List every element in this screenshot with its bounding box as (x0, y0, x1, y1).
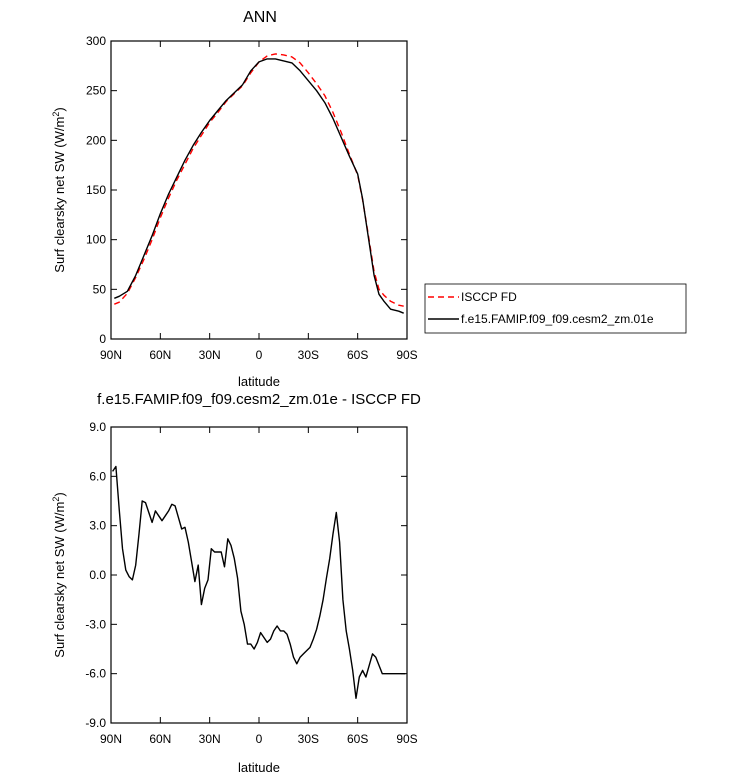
legend-box (424, 283, 687, 334)
bottom-series-lines (112, 465, 406, 699)
bottom-x-tick-label: 0 (256, 732, 263, 746)
bottom-y-tick-label: -6.0 (85, 667, 106, 681)
top-plot-frame (110, 40, 408, 340)
top-x-tick-label: 0 (256, 348, 263, 362)
top-y-axis-ticks: 0 50 100 150 200 250 300 (86, 34, 407, 346)
top-y-tick-label: 50 (93, 282, 107, 296)
bottom-y-axis-ticks: -9.0 -6.0 -3.0 0.0 3.0 6.0 9.0 (85, 420, 407, 730)
top-y-tick-label: 300 (86, 34, 106, 48)
top-legend: ISCCP FD f.e15.FAMIP.f09_f09.cesm2_zm.01… (424, 283, 687, 334)
bottom-y-axis-label: Surf clearsky net SW (W/m2) (51, 492, 67, 657)
top-series-line-model (114, 58, 404, 314)
bottom-plot-frame (110, 426, 408, 724)
top-series-lines (114, 53, 404, 314)
bottom-panel: f.e15.FAMIP.f09_f09.cesm2_zm.01e - ISCCP… (51, 391, 421, 775)
top-y-tick-label: 100 (86, 233, 106, 247)
legend-label-isccp: ISCCP FD (461, 290, 517, 304)
bottom-x-tick-label: 90N (100, 732, 122, 746)
bottom-chart-title: f.e15.FAMIP.f09_f09.cesm2_zm.01e - ISCCP… (97, 391, 421, 408)
legend-label-model: f.e15.FAMIP.f09_f09.cesm2_zm.01e (461, 312, 654, 326)
bottom-y-tick-label: 9.0 (89, 420, 106, 434)
top-x-tick-label: 30N (199, 348, 221, 362)
top-x-axis-ticks: 90N 60N 30N 0 30S 60S 90S (100, 41, 418, 362)
bottom-x-tick-label: 30N (199, 732, 221, 746)
bottom-x-axis-label: latitude (238, 760, 280, 775)
top-series-line-isccp-fd (114, 53, 404, 307)
top-chart-title: ANN (243, 9, 277, 26)
bottom-y-tick-label: -3.0 (85, 617, 106, 631)
bottom-series-line-model (112, 465, 406, 699)
top-y-tick-label: 200 (86, 133, 106, 147)
top-x-tick-label: 90N (100, 348, 122, 362)
top-x-axis-label: latitude (238, 374, 280, 389)
top-y-tick-label: 150 (86, 183, 106, 197)
top-x-tick-label: 30S (298, 348, 319, 362)
bottom-y-tick-label: 3.0 (89, 519, 106, 533)
bottom-y-tick-label: -9.0 (85, 716, 106, 730)
bottom-x-tick-label: 60S (347, 732, 368, 746)
top-y-axis-label: Surf clearsky net SW (W/m2) (51, 107, 67, 272)
top-x-tick-label: 90S (396, 348, 417, 362)
top-y-tick-label: 250 (86, 84, 106, 98)
bottom-y-tick-label: 6.0 (89, 469, 106, 483)
top-y-tick-label: 0 (99, 332, 106, 346)
bottom-x-tick-label: 60N (149, 732, 171, 746)
bottom-x-tick-label: 30S (298, 732, 319, 746)
top-x-tick-label: 60N (149, 348, 171, 362)
top-x-tick-label: 60S (347, 348, 368, 362)
bottom-y-tick-label: 0.0 (89, 568, 106, 582)
bottom-x-tick-label: 90S (396, 732, 417, 746)
bottom-x-axis-ticks: 90N 60N 30N 0 30S 60S 90S (100, 427, 418, 746)
